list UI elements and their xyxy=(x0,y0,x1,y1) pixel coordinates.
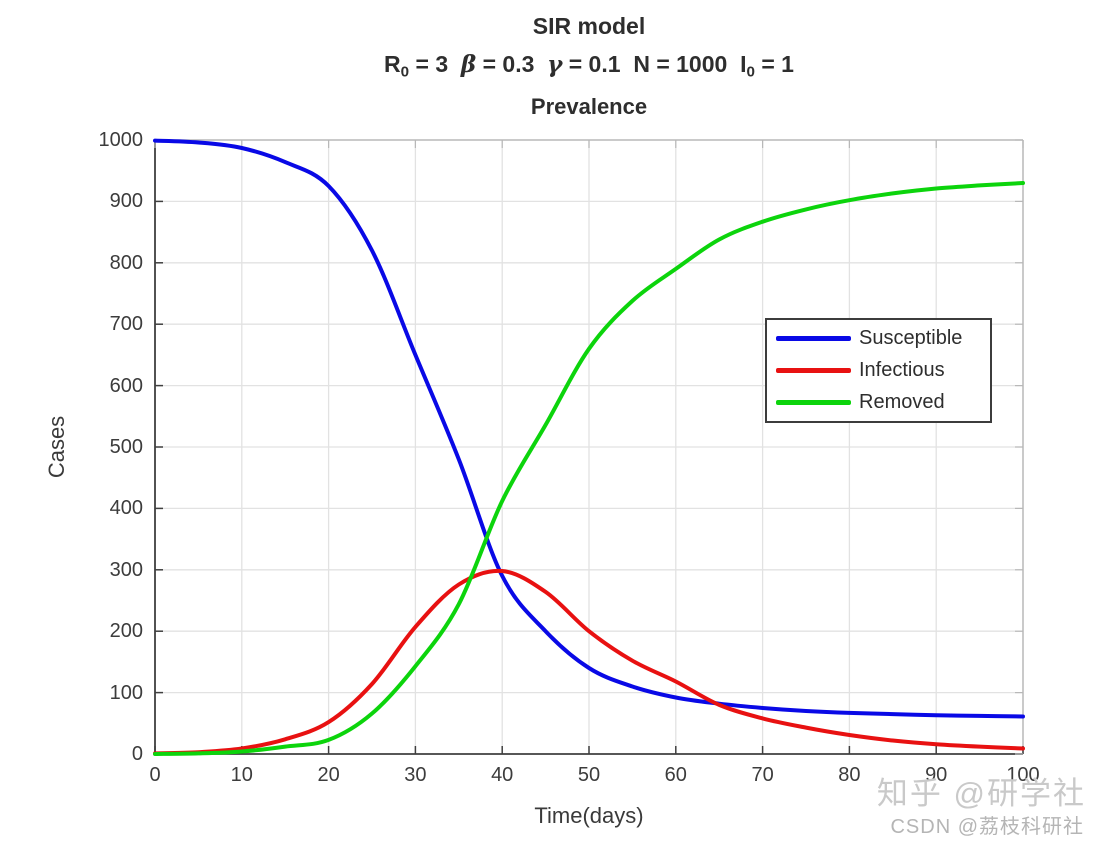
y-tick-label: 900 xyxy=(109,190,143,213)
chart-subtitle: R0 = 3 β = 0.3 γ = 0.1 N = 1000 I0 = 1 xyxy=(155,51,1023,80)
x-tick-label: 20 xyxy=(317,764,340,786)
subtitle-segment: = 1 xyxy=(754,51,794,77)
curve-infectious xyxy=(153,568,1025,756)
x-tick-label: 30 xyxy=(404,764,427,786)
legend-label-infectious: Infectious xyxy=(859,359,945,381)
legend-swatch-infectious xyxy=(776,368,851,373)
y-tick-label: 500 xyxy=(109,436,143,458)
subtitle-segment: R xyxy=(384,51,401,77)
x-tick-label: 80 xyxy=(838,764,861,786)
subtitle-segment: = 0.1 xyxy=(562,51,634,77)
y-tick-label: 200 xyxy=(109,620,143,643)
subtitle-segment: γ xyxy=(547,51,563,78)
subtitle-segment: 0 xyxy=(400,63,410,81)
watermark-zhihu: 知乎 @研学社 xyxy=(876,776,1086,811)
curve-susceptible xyxy=(153,138,1025,719)
curve-removed xyxy=(153,181,1025,756)
y-tick-label: 400 xyxy=(109,497,143,520)
subtitle-segment: N = 1000 I xyxy=(633,51,747,77)
y-tick-label: 0 xyxy=(131,743,143,765)
x-tick-label: 10 xyxy=(230,764,253,786)
legend-row-removed: Removed xyxy=(767,386,990,418)
subtitle-segment: = 0.3 xyxy=(476,51,548,77)
legend-label-susceptible: Susceptible xyxy=(859,327,963,350)
x-tick-label: 0 xyxy=(149,764,161,786)
x-tick-label: 100 xyxy=(1006,764,1040,786)
axes-title: Prevalence xyxy=(530,94,648,119)
legend-label-removed: Removed xyxy=(859,390,945,413)
legend-swatch-removed xyxy=(776,399,851,405)
watermark-csdn: CSDN @荔枝科研社 xyxy=(890,816,1084,838)
subtitle-segment: 0 xyxy=(746,63,755,81)
y-tick-label: 1000 xyxy=(98,129,144,151)
subtitle-segment: = 3 xyxy=(409,51,461,77)
y-tick-label: 800 xyxy=(109,251,143,274)
x-tick-label: 60 xyxy=(664,764,687,786)
y-tick-label: 100 xyxy=(109,681,143,704)
legend-row-infectious: Infectious xyxy=(767,355,990,387)
x-axis-label: Time(days) xyxy=(534,803,644,828)
x-tick-label: 70 xyxy=(751,764,774,786)
chart-title: SIR model xyxy=(532,13,646,39)
y-tick-label: 300 xyxy=(109,558,143,581)
legend-swatch-susceptible xyxy=(776,336,851,342)
x-tick-label: 90 xyxy=(925,764,948,786)
legend-row-susceptible: Susceptible xyxy=(767,323,990,355)
subtitle-segment: β xyxy=(460,51,477,78)
y-tick-label: 600 xyxy=(109,374,143,397)
legend: Susceptible Infectious Removed xyxy=(765,318,992,423)
x-tick-label: 40 xyxy=(491,764,514,786)
x-tick-label: 50 xyxy=(577,764,601,786)
y-tick-label: 700 xyxy=(109,313,143,336)
